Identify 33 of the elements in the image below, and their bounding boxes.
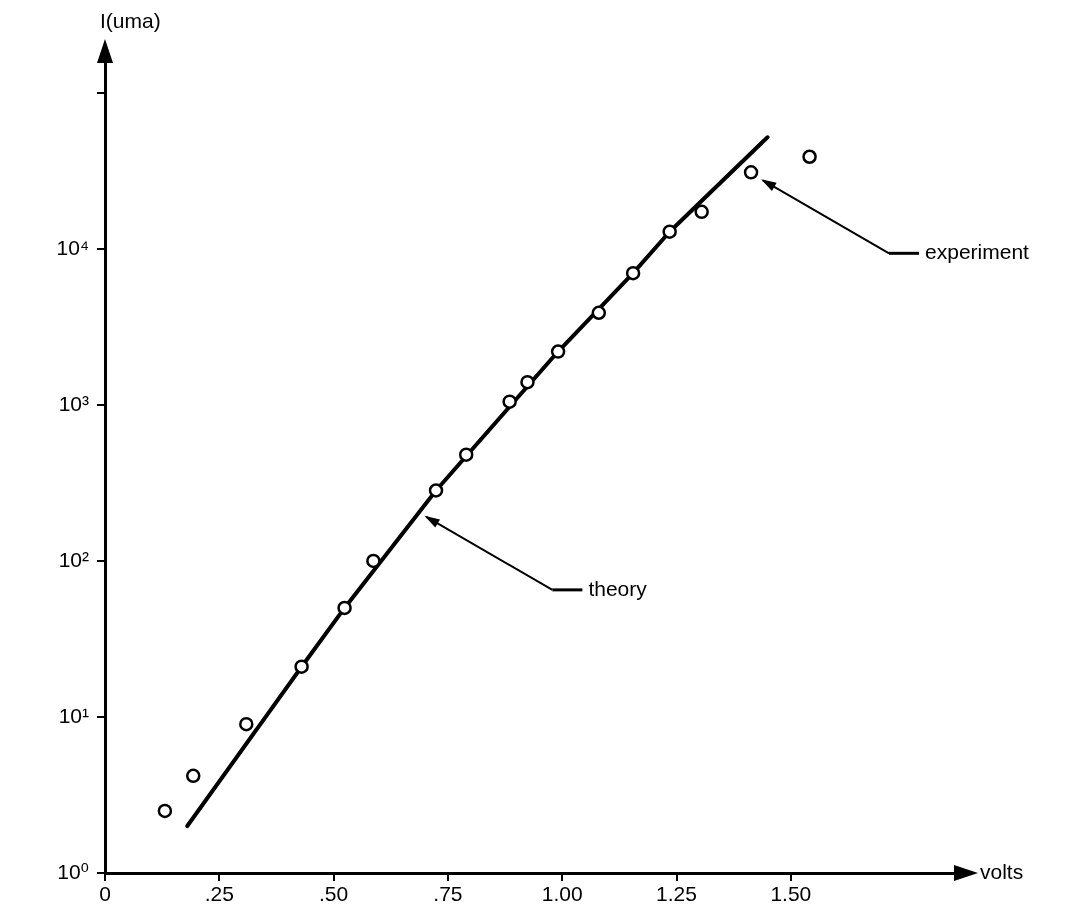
x-tick-label: 1.00 [541, 882, 583, 906]
x-axis-title: volts [980, 859, 1024, 883]
x-tick-label: .75 [433, 882, 463, 906]
point [662, 224, 677, 239]
y-tick-label: 10³ [58, 391, 89, 415]
x-tick-label: 0 [99, 882, 111, 906]
point [694, 204, 709, 220]
point [239, 716, 254, 732]
point [366, 553, 381, 569]
point [337, 600, 352, 616]
x-tick-label: 1.25 [656, 882, 697, 906]
point [743, 165, 759, 180]
point [550, 344, 566, 359]
y-tick-label: 10⁰ [57, 859, 89, 883]
legend-label: theory [588, 576, 648, 600]
legend-label: experiment [925, 240, 1030, 264]
point [520, 374, 535, 390]
point [458, 447, 474, 462]
point [502, 394, 517, 409]
point [185, 768, 201, 784]
point [294, 659, 309, 674]
point [802, 149, 817, 164]
y-tick-label: 10² [58, 547, 89, 571]
point [157, 803, 173, 819]
y-tick-label: 10¹ [58, 703, 89, 727]
point [625, 265, 641, 281]
x-tick-label: .50 [319, 882, 349, 906]
point [428, 483, 444, 498]
x-tick-label: .25 [204, 882, 234, 906]
y-tick-label: 10⁴ [56, 235, 89, 259]
point [591, 305, 607, 321]
y-axis-title: I(uma) [100, 8, 161, 32]
x-tick-label: 1.50 [770, 882, 812, 906]
